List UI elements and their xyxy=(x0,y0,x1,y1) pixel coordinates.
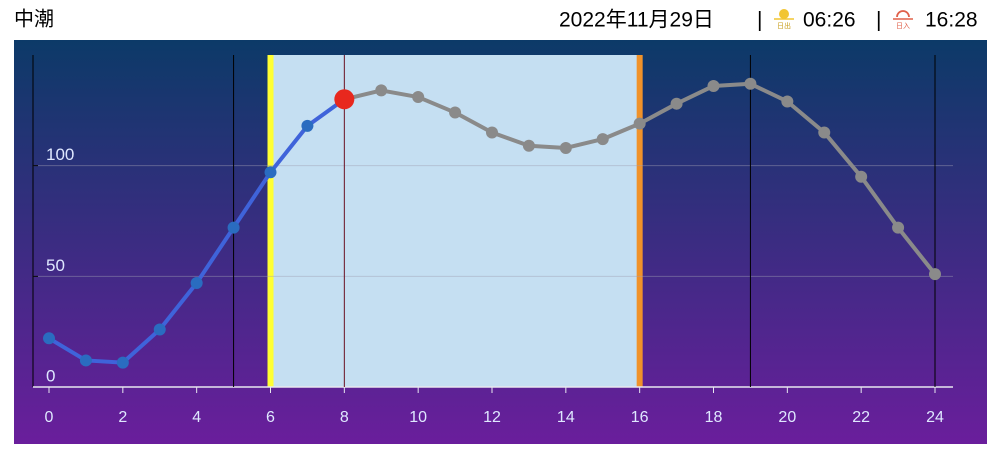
tide-segment xyxy=(47,336,88,363)
tide-segment xyxy=(896,225,937,277)
tide-segment xyxy=(120,327,162,365)
daylight-band xyxy=(270,55,640,387)
tide-segment xyxy=(231,170,273,230)
tide-point xyxy=(301,119,314,132)
date: 2022年11月29日 xyxy=(559,9,714,32)
tide-point xyxy=(449,106,462,119)
sunset-time: 16:28 xyxy=(925,9,978,32)
tide-point xyxy=(43,332,55,345)
tide-point xyxy=(375,84,388,97)
separator: | xyxy=(876,9,881,32)
tide-segment xyxy=(563,137,605,150)
tide-segment xyxy=(157,280,199,332)
tide-point xyxy=(670,97,683,110)
tide-point xyxy=(707,79,720,92)
tide-segment xyxy=(711,81,753,88)
tide-point xyxy=(633,117,646,130)
tide-point xyxy=(818,126,831,139)
tide-segment xyxy=(83,358,125,365)
y-tick-label: 100 xyxy=(46,145,74,164)
tide-segment xyxy=(526,143,568,150)
tide-segment xyxy=(268,123,310,175)
x-tick-label: 0 xyxy=(45,409,54,426)
x-tick-label: 10 xyxy=(409,409,427,426)
tide-point xyxy=(190,276,203,289)
tide-point xyxy=(929,268,941,281)
tide-segment xyxy=(453,110,494,135)
tide-point xyxy=(79,354,92,367)
tide-point xyxy=(855,170,868,183)
x-tick-label: 16 xyxy=(631,409,649,426)
x-tick-label: 4 xyxy=(192,409,201,426)
x-tick-label: 18 xyxy=(705,409,723,426)
tide-point xyxy=(264,166,277,179)
tide-point xyxy=(596,133,609,146)
tide-segment xyxy=(822,130,864,179)
tide-point xyxy=(559,141,572,154)
tide-segment xyxy=(859,174,901,230)
sunrise-icon: 日出 xyxy=(774,9,794,30)
tide-type: 中潮 xyxy=(14,7,54,30)
tide-segment xyxy=(194,225,236,285)
tide-point xyxy=(892,221,905,234)
x-tick-label: 24 xyxy=(926,409,944,426)
tide-point xyxy=(227,221,240,234)
tide-point xyxy=(153,323,166,336)
separator: | xyxy=(757,9,762,32)
x-tick-label: 20 xyxy=(778,409,796,426)
tide-point xyxy=(412,91,425,104)
x-tick-label: 12 xyxy=(483,409,501,426)
sunrise-line xyxy=(267,55,274,387)
x-tick-label: 14 xyxy=(557,409,575,426)
x-tick-label: 8 xyxy=(340,409,349,426)
tide-point xyxy=(116,356,129,369)
sunset-icon: 日入 xyxy=(893,10,913,30)
tide-segment xyxy=(416,95,458,115)
tide-segment xyxy=(637,101,679,126)
x-tick-label: 2 xyxy=(118,409,127,426)
y-tick-label: 0 xyxy=(46,366,55,385)
tide-segment xyxy=(674,83,716,106)
current-point xyxy=(334,89,355,110)
tide-segment xyxy=(785,99,827,135)
tide-segment xyxy=(379,88,421,100)
sunset-line xyxy=(636,55,643,387)
sunset-icon-label: 日入 xyxy=(896,22,910,30)
tide-point xyxy=(744,77,757,90)
tide-point xyxy=(781,95,794,108)
tide-point xyxy=(522,139,535,152)
sunrise-time: 06:26 xyxy=(803,9,856,32)
y-tick-label: 50 xyxy=(46,256,65,275)
tide-point xyxy=(486,126,498,139)
x-tick-label: 22 xyxy=(852,409,870,426)
tide-segment xyxy=(748,81,790,104)
x-tick-label: 6 xyxy=(266,409,275,426)
tide-segment xyxy=(490,130,531,148)
sunrise-icon-label: 日出 xyxy=(777,21,791,30)
tide-segment xyxy=(600,121,642,142)
